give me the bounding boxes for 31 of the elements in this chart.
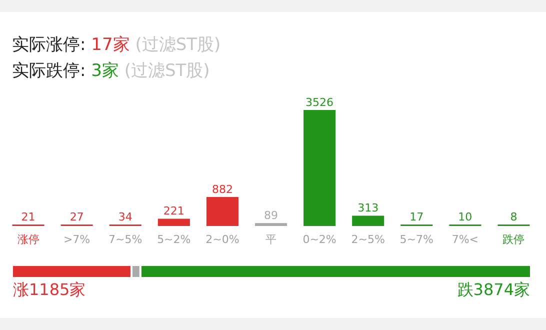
data-label: 882 xyxy=(212,182,233,196)
x-tick-label: 5~2% xyxy=(157,233,191,246)
bar xyxy=(158,218,190,226)
data-label: 8 xyxy=(510,210,518,224)
data-label: 涨1185家 xyxy=(13,280,86,299)
data-label: 89 xyxy=(264,209,278,222)
x-tick-label: 7%< xyxy=(452,233,479,246)
data-label: 跌3874家 xyxy=(457,280,530,299)
x-tick-label: 5~7% xyxy=(400,233,434,246)
x-tick-label: 涨停 xyxy=(17,233,40,246)
x-tick-label: 跌停 xyxy=(502,233,525,246)
x-tick-label: 2~0% xyxy=(206,233,240,246)
bar xyxy=(304,110,336,226)
x-tick-label: 平 xyxy=(266,233,276,246)
data-label: 3526 xyxy=(306,96,334,109)
chart-title: 实际涨停: 17家 (过滤ST股) xyxy=(12,35,221,55)
bar xyxy=(254,223,288,226)
data-label: 21 xyxy=(21,210,36,224)
x-tick-label: 0~2% xyxy=(302,233,336,246)
chart-subtitle: 实际跌停: 3家 (过滤ST股) xyxy=(12,61,210,81)
data-label: 10 xyxy=(458,210,472,224)
bar xyxy=(352,216,384,226)
x-tick-label: >7% xyxy=(63,233,90,246)
data-label: 17 xyxy=(410,210,424,224)
bar xyxy=(206,196,238,226)
x-tick-label: 2~5% xyxy=(351,233,385,246)
data-label: 221 xyxy=(163,204,184,218)
data-label: 27 xyxy=(70,210,84,224)
data-label: 34 xyxy=(118,210,132,224)
x-tick-label: 7~5% xyxy=(108,233,142,246)
data-label: 313 xyxy=(358,202,379,215)
